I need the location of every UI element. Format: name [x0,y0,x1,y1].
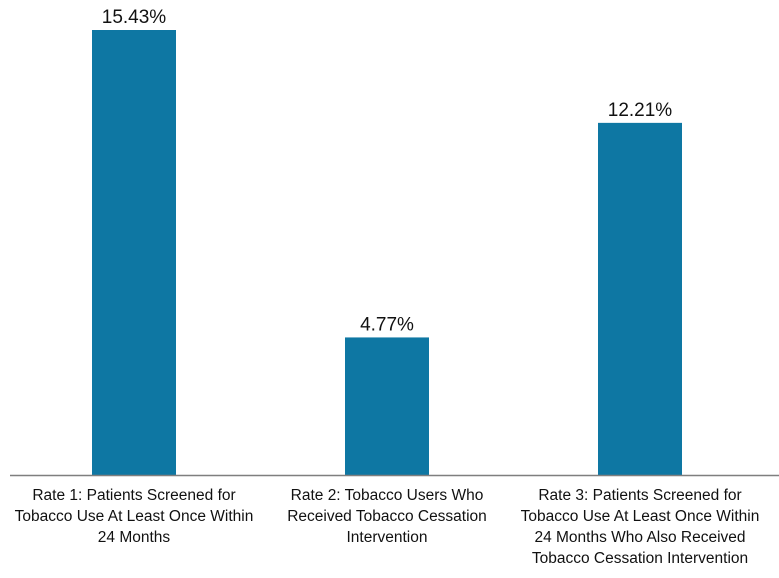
bar-1 [92,30,176,475]
x-tick-label-line: Intervention [347,529,428,546]
bar-3 [598,122,682,475]
bar-2 [345,337,429,475]
x-tick-label-line: Received Tobacco Cessation [287,508,487,525]
x-tick-label-line: 24 Months [98,529,171,546]
data-label-1: 15.43% [102,7,167,28]
x-tick-label-line: Rate 3: Patients Screened for [538,487,741,504]
x-tick-label-3: Rate 3: Patients Screened for Tobacco Use… [521,487,760,567]
x-tick-label-line: Tobacco Cessation Intervention [532,550,748,567]
data-label-2: 4.77% [360,314,414,335]
x-tick-label-line: Rate 2: Tobacco Users Who [291,487,484,504]
x-tick-label-1: Rate 1: Patients Screened for Tobacco Use… [15,487,254,546]
x-tick-label-2: Rate 2: Tobacco Users Who Received Tobacc… [287,487,487,546]
x-tick-label-line: Tobacco Use At Least Once Within [15,508,254,525]
x-tick-label-line: Tobacco Use At Least Once Within [521,508,760,525]
x-tick-label-line: Rate 1: Patients Screened for [32,487,235,504]
data-label-3: 12.21% [608,100,673,121]
x-tick-label-line: 24 Months Who Also Received [534,529,745,546]
